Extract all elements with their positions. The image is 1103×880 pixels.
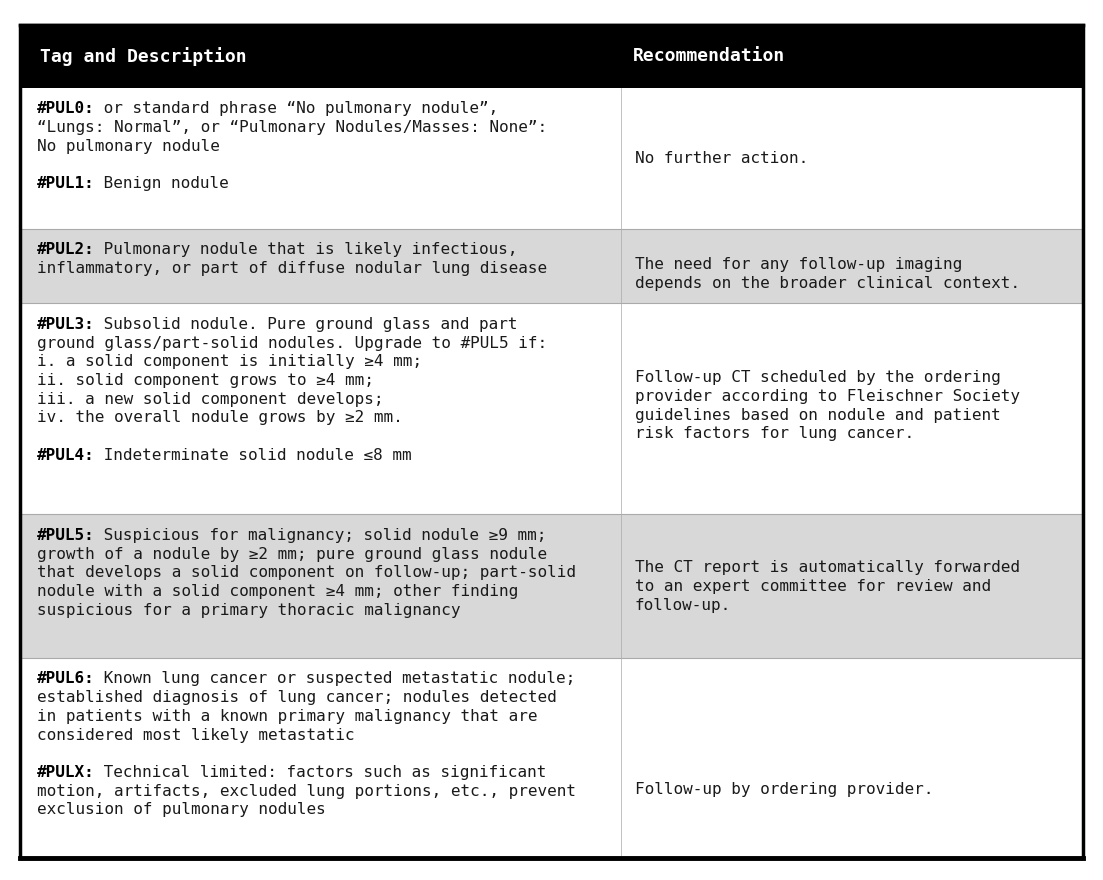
Text: Indeterminate solid nodule ≤8 mm: Indeterminate solid nodule ≤8 mm (95, 448, 413, 463)
Text: Suspicious for malignancy; solid nodule ≥9 mm;: Suspicious for malignancy; solid nodule … (95, 528, 547, 543)
Text: The CT report is automatically forwarded: The CT report is automatically forwarded (635, 561, 1020, 576)
Text: Benign nodule: Benign nodule (95, 176, 229, 191)
Text: No pulmonary nodule: No pulmonary nodule (36, 139, 219, 154)
Text: Recommendation: Recommendation (632, 48, 784, 65)
Text: suspicious for a primary thoracic malignancy: suspicious for a primary thoracic malign… (36, 603, 460, 618)
Text: in patients with a known primary malignancy that are: in patients with a known primary maligna… (36, 709, 537, 724)
Text: Technical limited: factors such as significant: Technical limited: factors such as signi… (95, 765, 547, 780)
Text: iii. a new solid component develops;: iii. a new solid component develops; (36, 392, 383, 407)
Text: Pulmonary nodule that is likely infectious,: Pulmonary nodule that is likely infectio… (95, 242, 518, 257)
Text: #PULX:: #PULX: (36, 765, 95, 780)
Text: iv. the overall nodule grows by ≥2 mm.: iv. the overall nodule grows by ≥2 mm. (36, 410, 403, 426)
Text: follow-up.: follow-up. (635, 598, 731, 612)
Text: to an expert committee for review and: to an expert committee for review and (635, 579, 992, 594)
Text: established diagnosis of lung cancer; nodules detected: established diagnosis of lung cancer; no… (36, 690, 557, 705)
Text: Follow-up by ordering provider.: Follow-up by ordering provider. (635, 782, 933, 797)
Text: #PUL5:: #PUL5: (36, 528, 95, 543)
Bar (20, 304, 1083, 515)
Bar (20, 88, 1083, 229)
Text: #PUL3:: #PUL3: (36, 317, 95, 332)
Text: Tag and Description: Tag and Description (40, 47, 246, 66)
Text: No further action.: No further action. (635, 151, 808, 166)
Text: nodule with a solid component ≥4 mm; other finding: nodule with a solid component ≥4 mm; oth… (36, 584, 518, 599)
Text: Known lung cancer or suspected metastatic nodule;: Known lung cancer or suspected metastati… (95, 671, 576, 686)
Text: considered most likely metastatic: considered most likely metastatic (36, 728, 354, 743)
Text: ground glass/part-solid nodules. Upgrade to #PUL5 if:: ground glass/part-solid nodules. Upgrade… (36, 335, 547, 350)
Text: #PUL0:: #PUL0: (36, 101, 95, 116)
Text: #PUL1:: #PUL1: (36, 176, 95, 191)
Text: provider according to Fleischner Society: provider according to Fleischner Society (635, 389, 1020, 404)
Bar (20, 229, 1083, 304)
Text: or standard phrase “No pulmonary nodule”,: or standard phrase “No pulmonary nodule”… (95, 101, 499, 116)
Text: Subsolid nodule. Pure ground glass and part: Subsolid nodule. Pure ground glass and p… (95, 317, 518, 332)
Text: that develops a solid component on follow-up; part-solid: that develops a solid component on follo… (36, 565, 576, 580)
Text: inflammatory, or part of diffuse nodular lung disease: inflammatory, or part of diffuse nodular… (36, 261, 547, 276)
Text: #PUL6:: #PUL6: (36, 671, 95, 686)
Text: The need for any follow-up imaging: The need for any follow-up imaging (635, 257, 962, 272)
Bar (20, 25, 1083, 88)
Text: #PUL4:: #PUL4: (36, 448, 95, 463)
Text: risk factors for lung cancer.: risk factors for lung cancer. (635, 427, 914, 442)
Text: Follow-up CT scheduled by the ordering: Follow-up CT scheduled by the ordering (635, 370, 1000, 385)
Text: depends on the broader clinical context.: depends on the broader clinical context. (635, 275, 1020, 290)
Bar (20, 515, 1083, 658)
Text: #PUL2:: #PUL2: (36, 242, 95, 257)
Text: ii. solid component grows to ≥4 mm;: ii. solid component grows to ≥4 mm; (36, 373, 374, 388)
Text: growth of a nodule by ≥2 mm; pure ground glass nodule: growth of a nodule by ≥2 mm; pure ground… (36, 546, 547, 561)
Text: exclusion of pulmonary nodules: exclusion of pulmonary nodules (36, 803, 325, 818)
Text: “Lungs: Normal”, or “Pulmonary Nodules/Masses: None”:: “Lungs: Normal”, or “Pulmonary Nodules/M… (36, 121, 547, 136)
Bar (20, 658, 1083, 858)
Text: motion, artifacts, excluded lung portions, etc., prevent: motion, artifacts, excluded lung portion… (36, 784, 576, 799)
Text: i. a solid component is initially ≥4 mm;: i. a solid component is initially ≥4 mm; (36, 355, 421, 370)
Text: guidelines based on nodule and patient: guidelines based on nodule and patient (635, 407, 1000, 422)
